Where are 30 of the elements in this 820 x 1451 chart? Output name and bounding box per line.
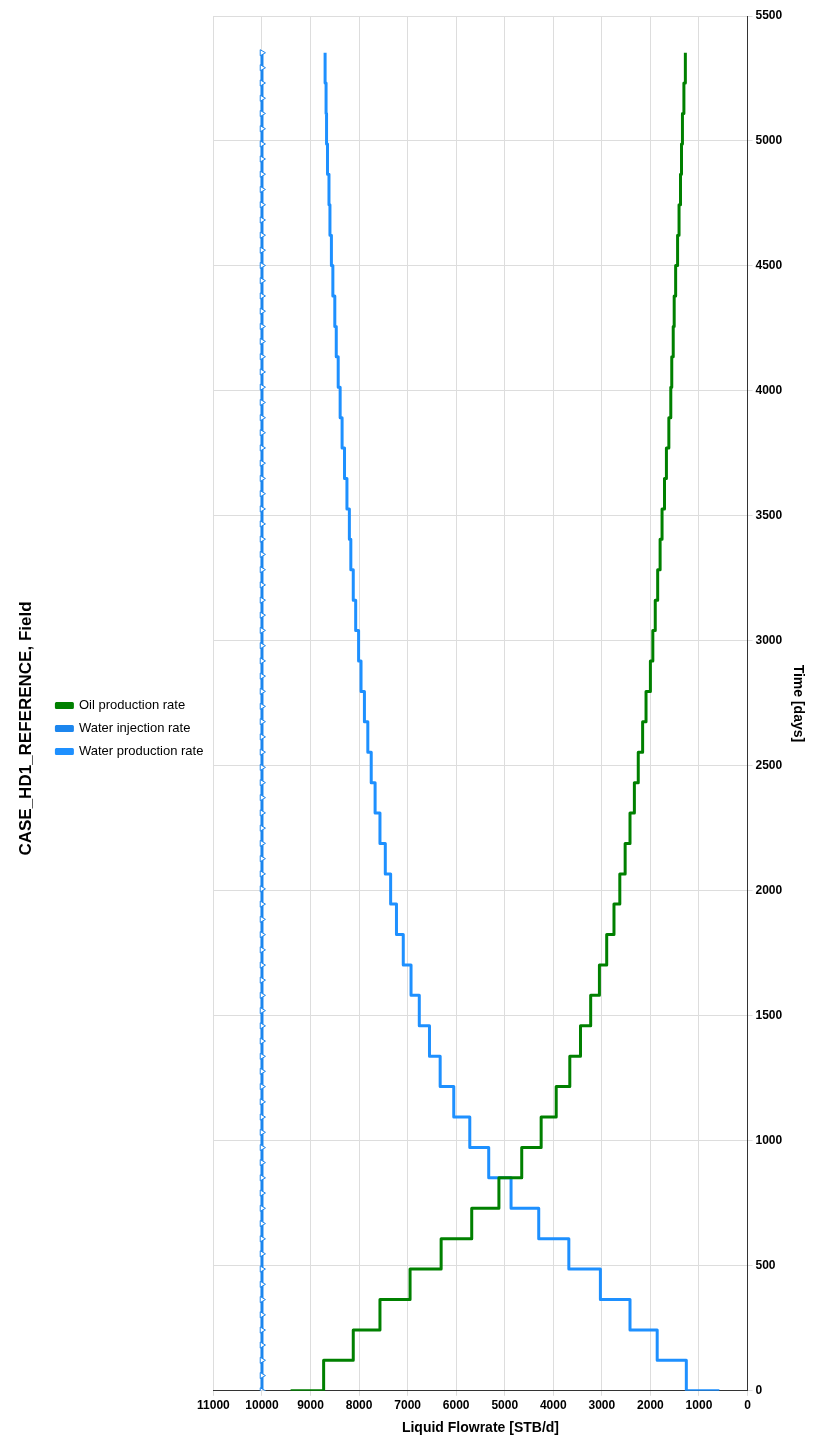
y-tick-label: 1500 — [755, 1008, 783, 1023]
x-tick-label: 1000 — [685, 1398, 713, 1413]
text: CASE_HD1_REFERENCE, Field — [15, 601, 35, 856]
legend-label: Water injection rate — [78, 720, 191, 736]
y-tick-label: 5500 — [755, 8, 783, 23]
x-tick-label: 10000 — [245, 1398, 279, 1413]
x-tick-label: 0 — [744, 1398, 752, 1413]
y-tick-label: 3500 — [755, 508, 783, 523]
x-tick-label: 2000 — [637, 1398, 665, 1413]
y-tick-label: 2000 — [755, 883, 783, 898]
legend-label: Oil production rate — [78, 697, 186, 713]
x-tick-label: 3000 — [588, 1398, 616, 1413]
x-tick-label: 5000 — [491, 1398, 519, 1413]
x-tick-label: 6000 — [442, 1398, 470, 1413]
x-tick-label: 11000 — [197, 1398, 231, 1413]
y-tick-label: 500 — [755, 1258, 776, 1273]
x-tick-label: 7000 — [394, 1398, 422, 1413]
y-tick-label: 4500 — [755, 258, 783, 273]
x-axis-title: Liquid Flowrate [STB/d] — [401, 1419, 560, 1436]
y-tick-label: 2500 — [755, 758, 783, 773]
y-tick-label: 0 — [755, 1383, 763, 1398]
y-axis-title: Time [days] — [790, 664, 807, 743]
y-tick-label: 3000 — [755, 633, 783, 648]
y-tick-label: 1000 — [755, 1133, 783, 1148]
y-tick-label: 4000 — [755, 383, 783, 398]
legend-label: Water production rate — [78, 743, 204, 759]
x-tick-label: 9000 — [297, 1398, 325, 1413]
x-tick-label: 8000 — [345, 1398, 373, 1413]
y-tick-label: 5000 — [755, 133, 783, 148]
x-tick-label: 4000 — [539, 1398, 567, 1413]
